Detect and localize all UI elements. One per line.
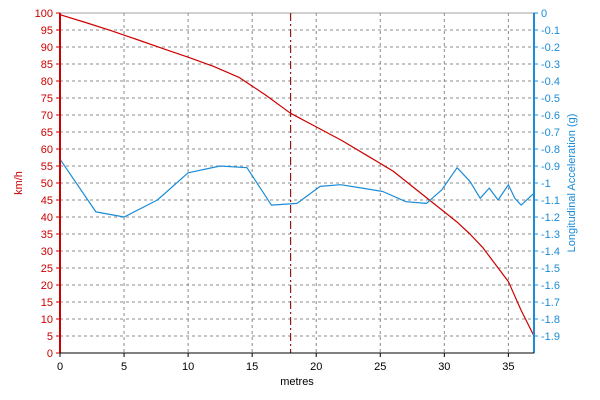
y-right-tick-label: -1.9	[541, 331, 560, 343]
y-left-tick-label: 60	[41, 144, 53, 156]
y-left-tick-label: 45	[41, 195, 53, 207]
x-tick-label: 35	[502, 361, 514, 373]
y-right-tick-label: -0.7	[541, 127, 560, 139]
y-right-tick-label: -1.2	[541, 212, 560, 224]
y-right-tick-label: -0.1	[541, 25, 560, 37]
y-right-tick-label: 0	[541, 8, 547, 20]
x-tick-label: 30	[438, 361, 450, 373]
y-left-tick-label: 75	[41, 93, 53, 105]
y-left-tick-label: 15	[41, 297, 53, 309]
y-right-tick-label: -0.4	[541, 76, 560, 88]
y-left-tick-label: 95	[41, 25, 53, 37]
y-left-tick-label: 65	[41, 127, 53, 139]
x-tick-label: 0	[57, 361, 63, 373]
y-right-tick-label: -1.4	[541, 246, 560, 258]
y-left-tick-label: 0	[47, 348, 53, 360]
y-left-tick-label: 5	[47, 331, 53, 343]
y-left-tick-label: 40	[41, 212, 53, 224]
speed-series-line	[59, 14, 535, 337]
x-tick-label: 5	[121, 361, 127, 373]
y-left-tick-label: 10	[41, 314, 53, 326]
y-left-tick-label: 80	[41, 76, 53, 88]
y-right-tick-label: -1.6	[541, 280, 560, 292]
y-right-tick-label: -0.2	[541, 42, 560, 54]
y-right-tick-label: -1.5	[541, 263, 560, 275]
y-right-tick-label: -0.6	[541, 110, 560, 122]
x-tick-label: 20	[310, 361, 322, 373]
y-left-tick-label: 100	[35, 8, 53, 20]
y-left-tick-label: 90	[41, 42, 53, 54]
y-right-tick-label: -1	[541, 178, 551, 190]
y-left-tick-label: 50	[41, 178, 53, 190]
x-tick-label: 15	[246, 361, 258, 373]
y-right-tick-label: -1.8	[541, 314, 560, 326]
y-left-axis-title: km/h	[13, 171, 25, 195]
y-right-tick-label: -0.8	[541, 144, 560, 156]
x-tick-label: 25	[374, 361, 386, 373]
y-right-tick-label: -0.9	[541, 161, 560, 173]
y-right-tick-label: -1.3	[541, 229, 560, 241]
y-left-tick-label: 70	[41, 110, 53, 122]
y-left-tick-label: 55	[41, 161, 53, 173]
y-right-tick-label: -0.3	[541, 59, 560, 71]
y-left-tick-label: 30	[41, 246, 53, 258]
y-left-tick-label: 35	[41, 229, 53, 241]
y-left-tick-label: 25	[41, 263, 53, 275]
series-group	[59, 14, 535, 337]
y-left-tick-label: 20	[41, 280, 53, 292]
x-tick-label: 10	[182, 361, 194, 373]
y-left-tick-label: 85	[41, 59, 53, 71]
y-right-tick-label: -0.5	[541, 93, 560, 105]
y-right-tick-label: -1.1	[541, 195, 560, 207]
acceleration-series-line	[59, 158, 535, 218]
x-axis-title: metres	[280, 376, 314, 388]
y-right-tick-label: -1.7	[541, 297, 560, 309]
y-right-axis-title: Longitudinal Acceleration (g)	[566, 114, 578, 253]
axes: 0510152025303540455055606570758085909510…	[35, 8, 560, 373]
